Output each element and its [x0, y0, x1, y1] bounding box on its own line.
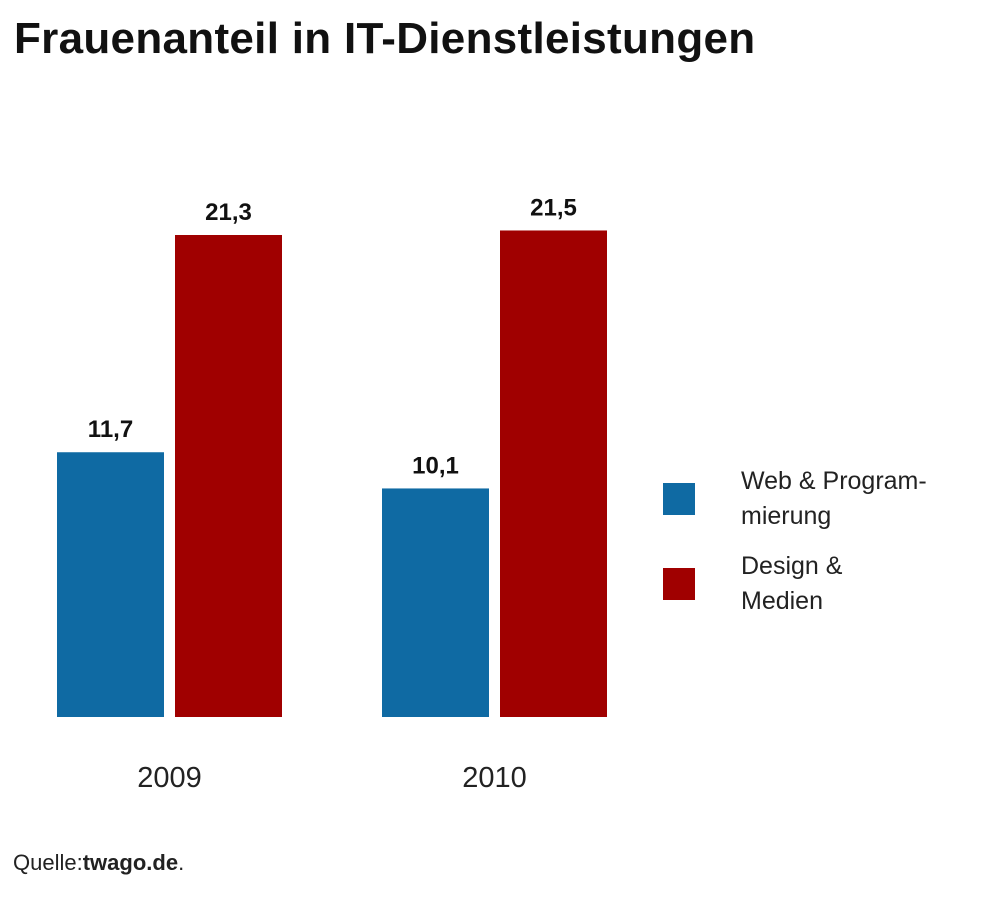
legend-label: mierung: [741, 502, 831, 530]
x-tick-label: 2009: [137, 762, 202, 794]
source-suffix: .: [178, 850, 185, 875]
data-label: 21,5: [530, 194, 577, 221]
source-name: twago.de: [82, 850, 179, 875]
data-label: 11,7: [88, 416, 133, 443]
data-label: 21,3: [205, 199, 252, 226]
bar-2010-web: [382, 488, 489, 717]
source-label: Quelle:: [13, 850, 83, 875]
bar-2009-web: [57, 452, 164, 717]
legend-label: Medien: [741, 587, 823, 615]
bar-2010-design: [500, 230, 607, 717]
legend-swatch: [663, 483, 695, 515]
legend-swatch: [663, 568, 695, 600]
chart-title: Frauenanteil in IT-Dienstleistungen: [14, 14, 756, 63]
legend-label: Design &: [741, 552, 843, 580]
bar-2009-design: [175, 235, 282, 717]
data-label: 10,1: [412, 452, 459, 479]
x-tick-label: 2010: [462, 762, 527, 794]
source-note: Quelle:twago.de.: [13, 850, 184, 876]
legend-label: Web & Program-: [741, 467, 927, 495]
